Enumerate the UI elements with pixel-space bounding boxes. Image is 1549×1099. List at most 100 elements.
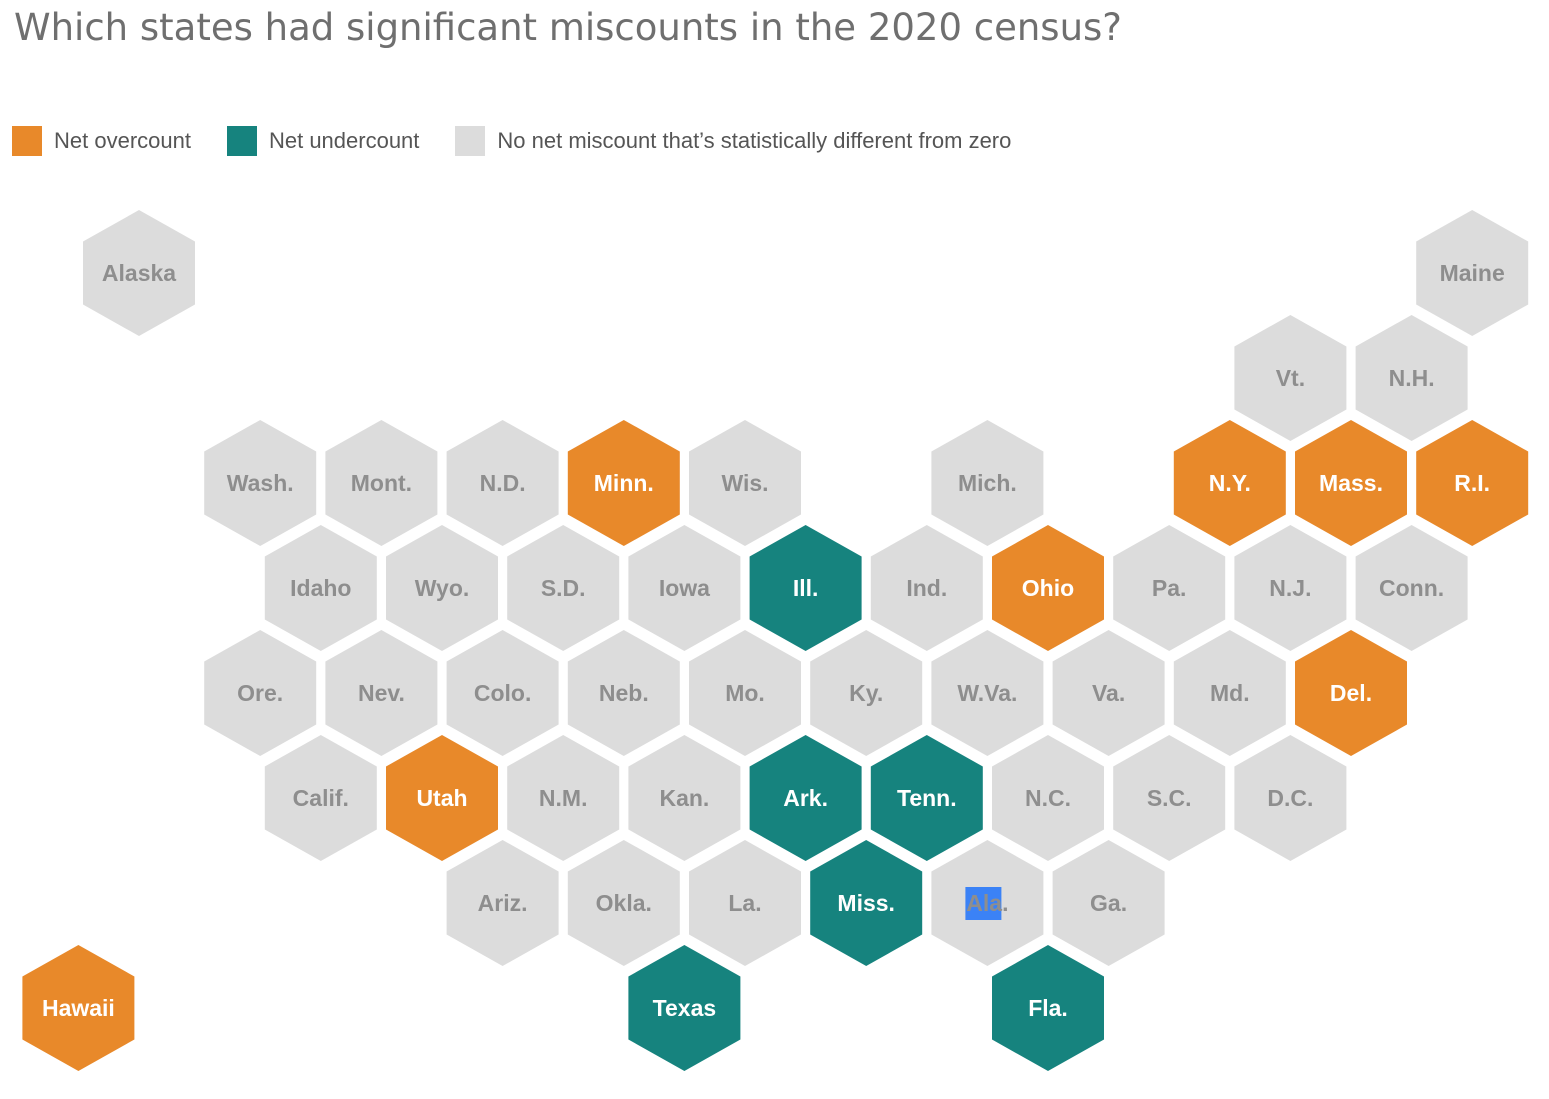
- state-label-maine: Maine: [1440, 260, 1505, 286]
- text-selection-highlight: [965, 887, 1002, 920]
- state-label-wash: Wash.: [227, 470, 294, 496]
- state-label-kan: Kan.: [659, 785, 709, 811]
- undercount-swatch: [226, 126, 257, 156]
- state-hex-n-j: N.J.: [1234, 525, 1347, 651]
- state-label-s-c: S.C.: [1147, 785, 1192, 811]
- state-label-d-c: D.C.: [1267, 785, 1313, 811]
- hex-shape-minn: [567, 420, 680, 546]
- state-hex-kan: Kan.: [628, 735, 741, 861]
- state-label-n-c: N.C.: [1025, 785, 1071, 811]
- legend-item-overcount: Net overcount: [12, 126, 191, 156]
- state-hex-la: La.: [689, 840, 801, 966]
- state-hex-mich: Mich.: [931, 420, 1044, 546]
- state-label-ore: Ore.: [237, 680, 283, 706]
- state-label-n-h: N.H.: [1389, 365, 1435, 391]
- state-hex-mass: Mass.: [1295, 420, 1407, 546]
- state-label-n-m: N.M.: [539, 785, 588, 811]
- state-hex-ariz: Ariz.: [446, 840, 559, 966]
- hex-shape-utah: [386, 735, 498, 861]
- state-label-fla: Fla.: [1028, 995, 1068, 1021]
- state-hex-ore: Ore.: [204, 630, 317, 756]
- hex-shape-s-d: [507, 525, 620, 651]
- state-label-calif: Calif.: [293, 785, 349, 811]
- hex-shape-idaho: [264, 525, 377, 651]
- hex-shape-r-i: [1416, 420, 1529, 546]
- hex-shape-ore: [204, 630, 317, 756]
- state-label-utah: Utah: [416, 785, 467, 811]
- hex-shape-fla: [992, 945, 1104, 1071]
- state-label-wyo: Wyo.: [415, 575, 470, 601]
- hex-shape-miss: [810, 840, 923, 966]
- state-label-ky: Ky.: [849, 680, 883, 706]
- hex-shape-iowa: [628, 525, 741, 651]
- hex-shape-conn: [1355, 525, 1468, 651]
- hex-shape-ky: [810, 630, 923, 756]
- hex-shape-ind: [870, 525, 983, 651]
- state-label-texas: Texas: [653, 995, 717, 1021]
- state-label-mich: Mich.: [958, 470, 1017, 496]
- state-label-mont: Mont.: [351, 470, 412, 496]
- hex-shape-ark: [749, 735, 862, 861]
- state-hex-s-c: S.C.: [1113, 735, 1226, 861]
- hex-shape-n-y: [1173, 420, 1286, 546]
- state-label-w-va: W.Va.: [957, 680, 1017, 706]
- state-hex-tenn: Tenn.: [870, 735, 983, 861]
- state-hex-s-d: S.D.: [507, 525, 620, 651]
- hex-shape-vt: [1234, 315, 1347, 441]
- hex-shape-texas: [628, 945, 741, 1071]
- hex-shape-del: [1295, 630, 1407, 756]
- state-label-ind: Ind.: [906, 575, 947, 601]
- state-hex-del: Del.: [1295, 630, 1407, 756]
- state-hex-hawaii: Hawaii: [22, 945, 135, 1071]
- hex-shape-n-d: [446, 420, 559, 546]
- state-hex-mont: Mont.: [325, 420, 438, 546]
- state-label-wis: Wis.: [721, 470, 768, 496]
- state-label-hawaii: Hawaii: [42, 995, 115, 1021]
- hex-shape-pa: [1113, 525, 1226, 651]
- state-label-pa: Pa.: [1152, 575, 1187, 601]
- state-hex-ill: Ill.: [749, 525, 862, 651]
- state-hex-mo: Mo.: [689, 630, 801, 756]
- hex-shape-s-c: [1113, 735, 1226, 861]
- state-hex-utah: Utah: [386, 735, 498, 861]
- state-label-mo: Mo.: [725, 680, 765, 706]
- state-hex-wash: Wash.: [204, 420, 317, 546]
- state-label-tenn: Tenn.: [897, 785, 957, 811]
- state-label-n-y: N.Y.: [1209, 470, 1251, 496]
- legend-label-undercount: Net undercount: [268, 128, 420, 153]
- hex-shape-alaska: [83, 210, 195, 336]
- state-label-va: Va.: [1092, 680, 1125, 706]
- state-label-la: La.: [728, 890, 761, 916]
- no-miscount-swatch: [455, 126, 486, 156]
- state-hex-texas: Texas: [628, 945, 741, 1071]
- hex-shape-md: [1173, 630, 1286, 756]
- state-hex-conn: Conn.: [1355, 525, 1468, 651]
- state-label-n-d: N.D.: [480, 470, 526, 496]
- state-label-idaho: Idaho: [290, 575, 351, 601]
- hex-shape-tenn: [870, 735, 983, 861]
- state-label-colo: Colo.: [474, 680, 532, 706]
- hex-shape-ga: [1052, 840, 1165, 966]
- hex-shape-colo: [446, 630, 559, 756]
- state-hex-n-d: N.D.: [446, 420, 559, 546]
- hex-shape-okla: [567, 840, 680, 966]
- hex-shape-wyo: [386, 525, 498, 651]
- hex-shape-neb: [567, 630, 680, 756]
- hex-shape-ariz: [446, 840, 559, 966]
- state-hex-ohio: Ohio: [992, 525, 1104, 651]
- legend-item-undercount: Net undercount: [226, 126, 420, 156]
- state-hex-alaska: Alaska: [83, 210, 195, 336]
- state-hex-colo: Colo.: [446, 630, 559, 756]
- state-hex-fla: Fla.: [992, 945, 1104, 1071]
- hex-shape-hawaii: [22, 945, 135, 1071]
- legend-item-no-miscount: No net miscount that’s statistically dif…: [455, 126, 1011, 156]
- hex-shape-mich: [931, 420, 1044, 546]
- state-label-s-d: S.D.: [541, 575, 586, 601]
- state-hex-neb: Neb.: [567, 630, 680, 756]
- state-label-n-j: N.J.: [1269, 575, 1311, 601]
- state-hex-n-y: N.Y.: [1173, 420, 1286, 546]
- state-hex-n-m: N.M.: [507, 735, 620, 861]
- state-label-ark: Ark.: [783, 785, 828, 811]
- state-label-neb: Neb.: [599, 680, 649, 706]
